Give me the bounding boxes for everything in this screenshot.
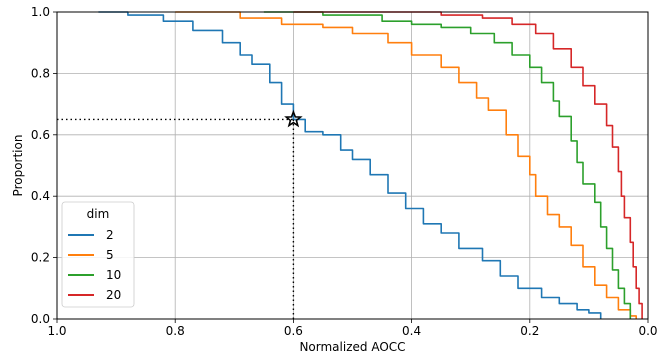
legend: dim 2 5 10 20: [61, 201, 135, 308]
legend-label-dim-2: 2: [106, 228, 114, 242]
y-tick-label: 0.4: [31, 189, 50, 203]
x-tick-label: 0.6: [284, 324, 303, 338]
series-line-dim-20: [293, 11, 643, 319]
legend-label-dim-10: 10: [106, 268, 121, 282]
x-tick-label: 0.2: [520, 324, 539, 338]
star-marker-icon: [284, 109, 303, 128]
legend-label-dim-20: 20: [106, 288, 121, 302]
y-tick-label: 0.8: [31, 66, 50, 80]
plot-frame: [56, 11, 649, 320]
x-tick-label: 0.0: [638, 324, 657, 338]
series-lines: [98, 11, 643, 319]
y-tick-label: 0.6: [31, 128, 50, 142]
series-line-dim-2: [98, 11, 602, 319]
grid: [56, 11, 649, 320]
y-tick-label: 1.0: [31, 5, 50, 19]
y-axis-label: Proportion: [11, 135, 25, 197]
axis-ticks: 1.0 0.8 0.6 0.4 0.2 0.0 0.0 0.2 0.4 0.6 0.8 1.0: [31, 5, 658, 338]
x-tick-label: 1.0: [47, 324, 66, 338]
y-tick-label: 0.2: [31, 251, 50, 265]
x-tick-label: 0.8: [166, 324, 185, 338]
y-tick-label: 0.0: [31, 312, 50, 326]
x-tick-label: 0.4: [402, 324, 421, 338]
series-line-dim-5: [175, 11, 637, 319]
series-line-dim-10: [263, 11, 632, 319]
x-axis-label: Normalized AOCC: [299, 340, 405, 353]
annotation: [57, 109, 303, 319]
legend-box: [61, 201, 135, 308]
legend-title: dim: [87, 207, 110, 221]
legend-label-dim-5: 5: [106, 248, 114, 262]
